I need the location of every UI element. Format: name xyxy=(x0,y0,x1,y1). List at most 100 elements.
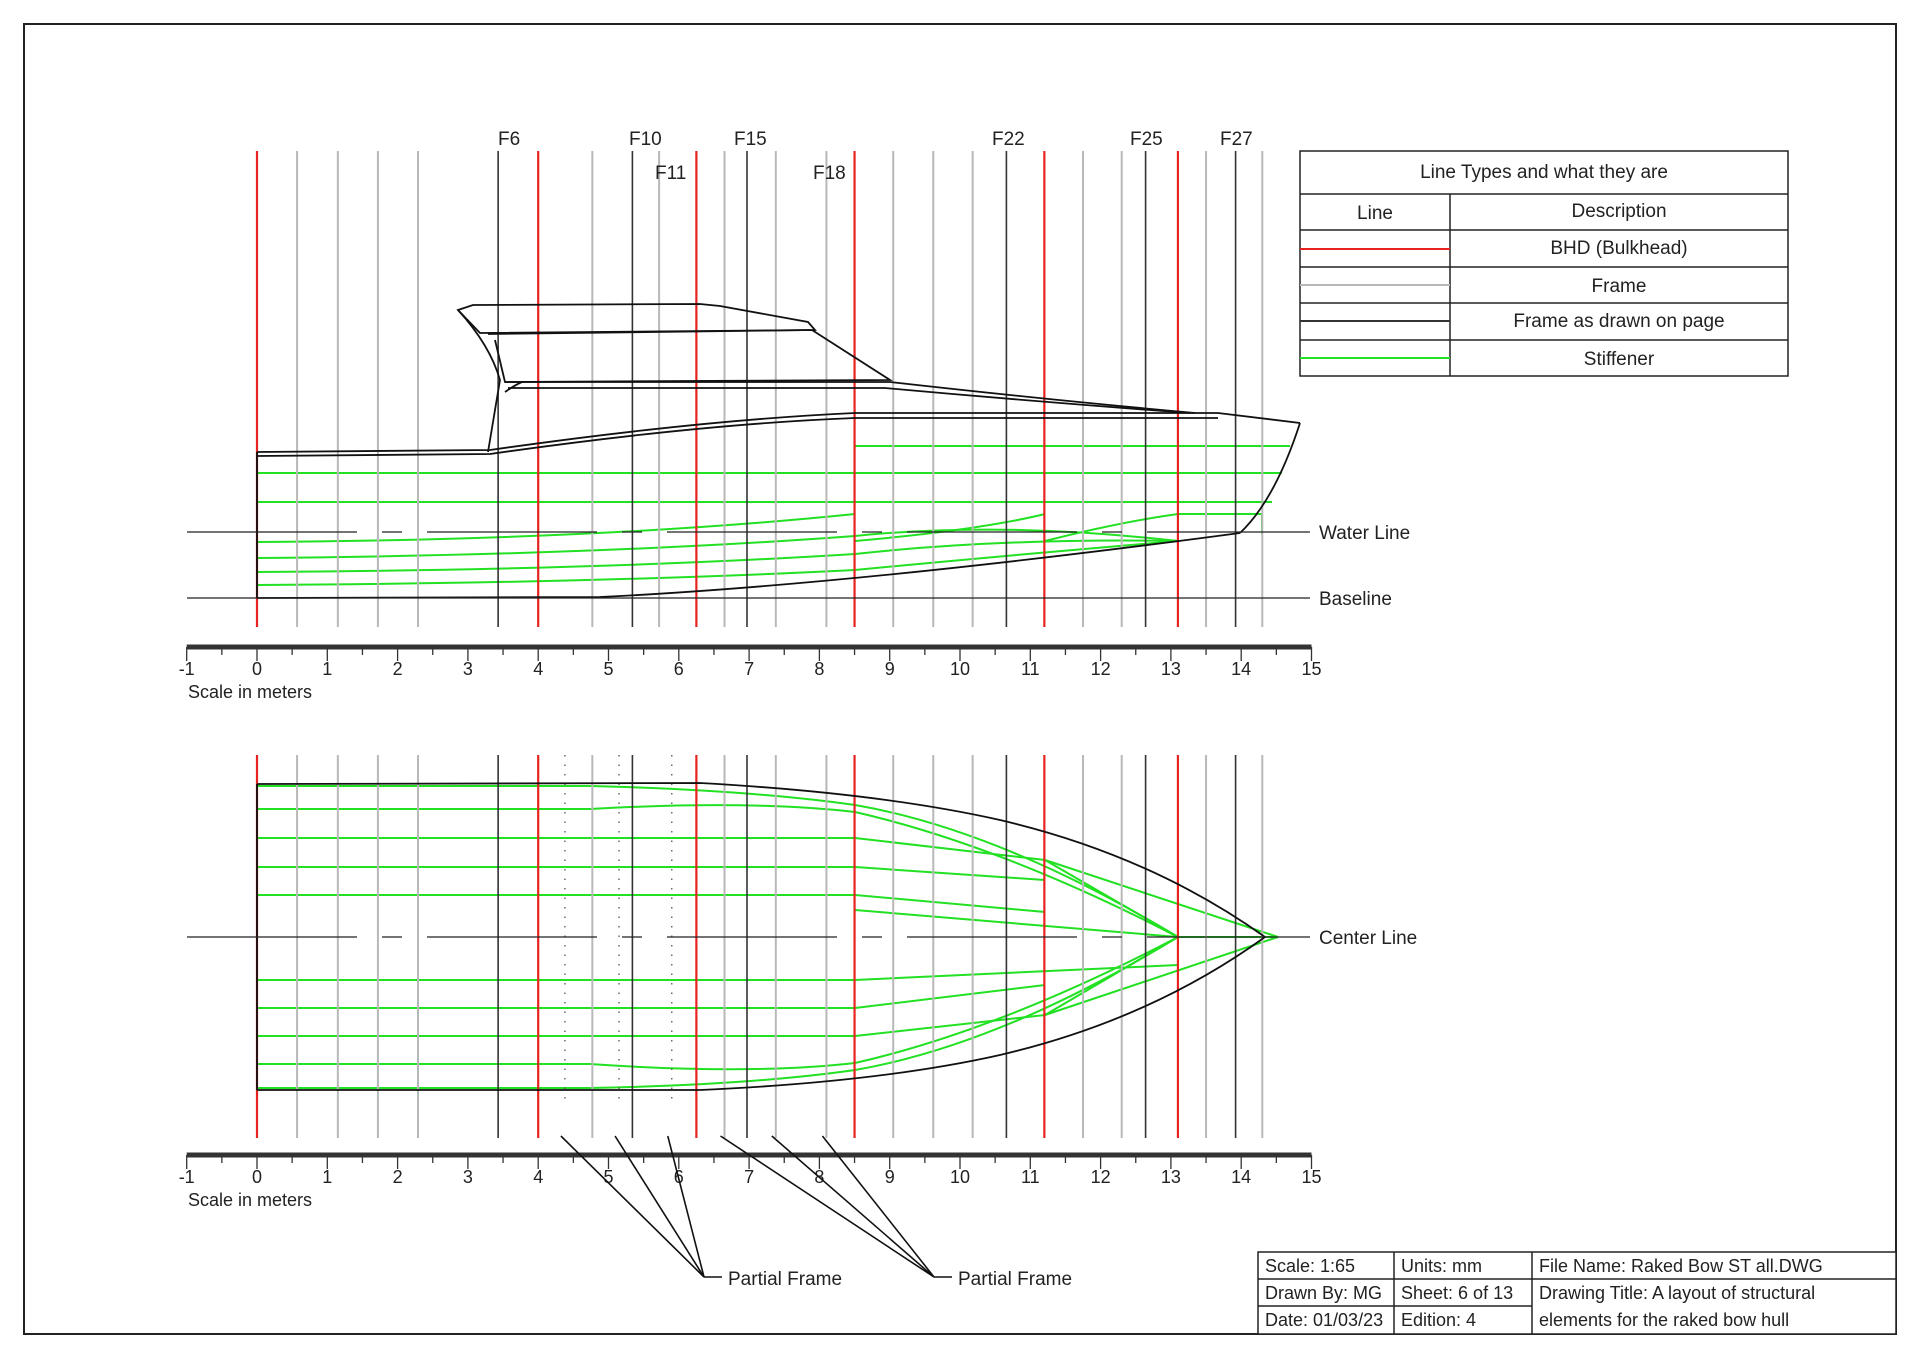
tb-drawing-title-2: elements for the raked bow hull xyxy=(1539,1310,1789,1330)
scale-tick-label: 5 xyxy=(603,659,613,679)
frame-label-f18: F18 xyxy=(813,163,846,184)
profile-stiffeners xyxy=(256,445,1290,586)
scale-tick-label: 5 xyxy=(603,1167,613,1187)
scale-caption-profile: Scale in meters xyxy=(188,682,312,702)
legend-row-bulkhead: BHD (Bulkhead) xyxy=(1550,238,1687,259)
stiffener-line xyxy=(1044,859,1279,938)
legend-text: Line Types and what they are Line Descri… xyxy=(1357,162,1725,370)
scale-tick-label: 1 xyxy=(322,659,332,679)
cabin-top xyxy=(456,303,817,334)
stiffener-line xyxy=(257,964,1179,981)
hull-sheer-line xyxy=(256,412,1301,453)
tb-scale: Scale: 1:65 xyxy=(1265,1256,1355,1276)
frame-label-f25: F25 xyxy=(1130,129,1163,150)
scale-tick-label: 13 xyxy=(1161,1167,1181,1187)
partial-frame-leader xyxy=(771,1135,935,1278)
legend-col-description: Description xyxy=(1571,201,1666,222)
legend-row-frame-drawn: Frame as drawn on page xyxy=(1513,311,1724,332)
frame-label-f6: F6 xyxy=(498,129,520,150)
scale-tick-label: 7 xyxy=(744,1167,754,1187)
hull-plan-port xyxy=(256,782,1266,938)
frame-labels-profile: F6 F10 F15 F22 F25 F27 F11 F18 xyxy=(498,129,1253,184)
scale-tick-label: 9 xyxy=(885,659,895,679)
line-types-legend xyxy=(1299,150,1789,377)
scale-bar-plan: -1 0 1 2 3 4 5 6 7 8 9 10 11 12 13 14 15 xyxy=(179,1152,1322,1187)
tb-units: Units: mm xyxy=(1401,1256,1482,1276)
partial-frame-leader xyxy=(560,1135,705,1278)
profile-frames xyxy=(255,151,1264,627)
legend-title: Line Types and what they are xyxy=(1420,162,1668,183)
water-line-label: Water Line xyxy=(1319,523,1410,544)
baseline-label: Baseline xyxy=(1319,589,1392,610)
stiffener-line xyxy=(256,539,1179,573)
stiffener-line xyxy=(257,837,1179,938)
tb-drawn-by: Drawn By: MG xyxy=(1265,1283,1382,1303)
scale-tick-label: 10 xyxy=(950,1167,970,1187)
scale-tick-label: 14 xyxy=(1231,659,1251,679)
plan-frames xyxy=(255,755,1264,1138)
tb-drawing-title-1: Drawing Title: A layout of structural xyxy=(1539,1283,1815,1303)
partial-frame-leader xyxy=(821,1135,935,1278)
profile-view: Water Line Baseline F6 F10 F15 F22 F25 F… xyxy=(179,129,1410,702)
frame-label-f27: F27 xyxy=(1220,129,1253,150)
frame-label-f15: F15 xyxy=(734,129,767,150)
scale-tick-label: 8 xyxy=(814,659,824,679)
scale-tick-label: 9 xyxy=(885,1167,895,1187)
scale-tick-label: 14 xyxy=(1231,1167,1251,1187)
tb-sheet: Sheet: 6 of 13 xyxy=(1401,1283,1513,1303)
stiffener-line xyxy=(257,894,1046,913)
scale-tick-label: 2 xyxy=(393,1167,403,1187)
cabin-lower-line xyxy=(508,387,1191,414)
profile-hull-outline xyxy=(256,303,1301,599)
hull-deck-line xyxy=(256,417,1218,457)
scale-tick-label: -1 xyxy=(179,659,195,679)
drawing-border xyxy=(23,23,1897,1335)
stiffener-line xyxy=(257,936,1179,1071)
scale-tick-label: 11 xyxy=(1021,1167,1040,1187)
scale-tick-label: -1 xyxy=(179,1167,195,1187)
scale-bar-profile: -1 0 1 2 3 4 5 6 7 8 9 10 11 12 13 14 15 xyxy=(179,644,1322,679)
tb-date: Date: 01/03/23 xyxy=(1265,1310,1383,1330)
stiffener-line xyxy=(257,866,1046,881)
scale-tick-label: 15 xyxy=(1301,659,1321,679)
frame-label-f10: F10 xyxy=(629,129,662,150)
scale-tick-label: 12 xyxy=(1091,1167,1111,1187)
scale-tick-label: 6 xyxy=(674,659,684,679)
cabin-rear-window xyxy=(504,381,523,393)
legend-row-frame: Frame xyxy=(1592,276,1647,297)
stiffener-line xyxy=(257,804,1179,938)
partial-frame-label-2: Partial Frame xyxy=(958,1269,1072,1290)
stiffener-line xyxy=(256,513,856,543)
keel-line xyxy=(256,532,1241,599)
partial-frame-leader xyxy=(720,1135,935,1278)
title-block xyxy=(1257,1251,1897,1335)
scale-caption-plan: Scale in meters xyxy=(188,1190,312,1210)
scale-tick-label: 13 xyxy=(1161,659,1181,679)
title-block-text: Scale: 1:65 Units: mm File Name: Raked B… xyxy=(1265,1256,1823,1330)
stiffener-line xyxy=(854,909,1179,938)
scale-tick-label: 15 xyxy=(1301,1167,1321,1187)
scale-tick-label: 0 xyxy=(252,659,262,679)
center-line-label: Center Line xyxy=(1319,928,1417,949)
scale-tick-label: 4 xyxy=(533,659,543,679)
scale-tick-label: 3 xyxy=(463,1167,473,1187)
scale-tick-label: 3 xyxy=(463,659,473,679)
stiffener-line xyxy=(256,528,1179,559)
partial-frame-leader xyxy=(614,1135,705,1278)
scale-tick-label: 7 xyxy=(744,659,754,679)
scale-tick-label: 4 xyxy=(533,1167,543,1187)
partial-frame-label-1: Partial Frame xyxy=(728,1269,842,1290)
stiffener-line xyxy=(1044,936,1279,1016)
scale-tick-label: 1 xyxy=(322,1167,332,1187)
stiffener-line xyxy=(256,540,1179,586)
plan-view: Center Line -1 0 1 2 3 4 5 6 7 8 9 10 11 12 13 14 15 Sca… xyxy=(179,755,1417,1290)
partial-frame-leader xyxy=(666,1135,705,1278)
legend-row-stiffener: Stiffener xyxy=(1584,349,1655,370)
cabin-front-window xyxy=(457,309,501,453)
scale-tick-label: 0 xyxy=(252,1167,262,1187)
tb-file-name: File Name: Raked Bow ST all.DWG xyxy=(1539,1256,1823,1276)
cabin-inner-line xyxy=(505,381,1196,414)
cabin-mid xyxy=(487,329,894,383)
scale-tick-label: 11 xyxy=(1021,659,1040,679)
